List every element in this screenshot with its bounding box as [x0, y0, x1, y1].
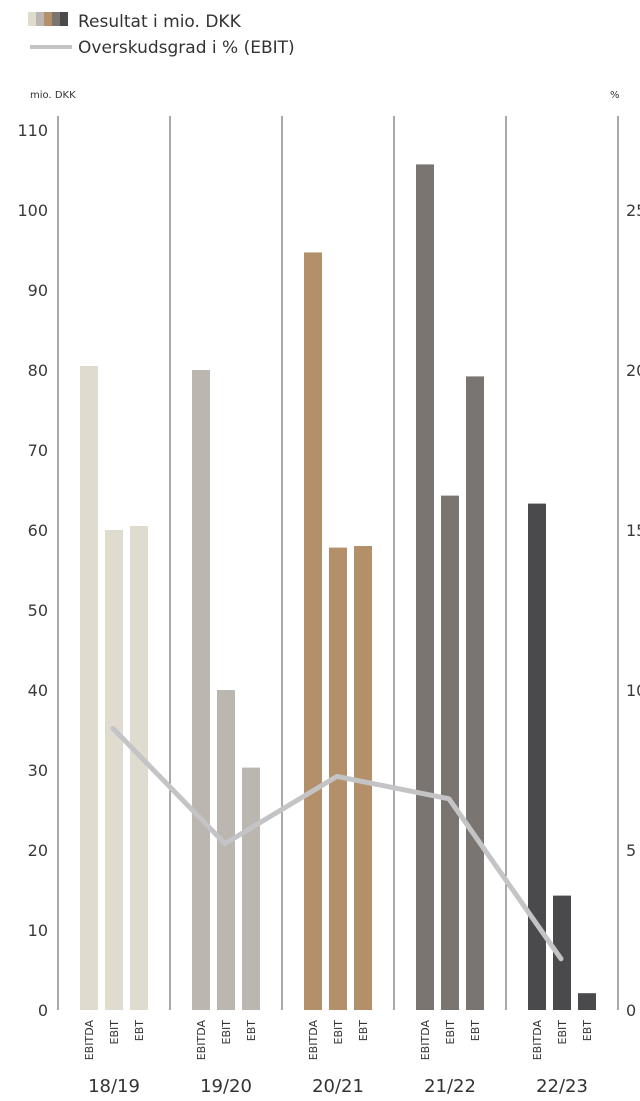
legend-swatch [36, 12, 44, 26]
right-tick-label: 10 [626, 681, 640, 700]
left-tick-label: 10 [28, 921, 48, 940]
bar-21-22-ebit [441, 495, 459, 1011]
bars [80, 164, 596, 1011]
bar-label: EBT [133, 1020, 146, 1041]
left-axis-unit: mio. DKK [30, 90, 76, 101]
legend-bars-label: Resultat i mio. DKK [78, 12, 242, 32]
right-tick-label: 5 [626, 841, 636, 860]
bar-22-23-ebitda [528, 503, 546, 1010]
year-label: 22/23 [536, 1076, 588, 1097]
bar-label: EBITDA [307, 1020, 320, 1061]
right-axis-ticks: 0 5 10 15 20 25 [626, 201, 640, 1020]
bar-21-22-ebitda [416, 164, 434, 1010]
year-label: 20/21 [312, 1076, 364, 1097]
bar-21-22-ebt [466, 376, 484, 1010]
left-axis-ticks: 0 10 20 30 40 50 60 70 80 90 100 110 [17, 121, 48, 1020]
right-axis-unit: % [610, 90, 620, 101]
left-tick-label: 30 [28, 761, 48, 780]
year-label: 21/22 [424, 1076, 476, 1097]
bar-label: EBIT [332, 1020, 345, 1045]
bar-19-20-ebit [217, 690, 235, 1010]
left-tick-label: 20 [28, 841, 48, 860]
bar-19-20-ebt [242, 767, 260, 1010]
bar-labels: EBITDA EBIT EBT EBITDA EBIT EBT EBITDA EBIT EBT E… [83, 1020, 594, 1061]
right-tick-label: 25 [626, 201, 640, 220]
bar-label: EBT [581, 1020, 594, 1041]
bar-label: EBITDA [83, 1020, 96, 1061]
legend-swatches [28, 12, 68, 26]
group-separators [57, 116, 619, 1010]
right-tick-label: 20 [626, 361, 640, 380]
bar-label: EBITDA [195, 1020, 208, 1061]
bar-20-21-ebt [354, 546, 372, 1010]
legend-swatch [28, 12, 36, 26]
bar-label: EBIT [556, 1020, 569, 1045]
bar-label: EBIT [220, 1020, 233, 1045]
margin-line [110, 725, 564, 962]
left-tick-label: 40 [28, 681, 48, 700]
left-tick-label: 0 [38, 1001, 48, 1020]
bar-19-20-ebitda [192, 370, 210, 1010]
left-tick-label: 50 [28, 601, 48, 620]
bar-18-19-ebitda [80, 366, 98, 1010]
left-tick-label: 90 [28, 281, 48, 300]
bar-label: EBITDA [419, 1020, 432, 1061]
left-tick-label: 60 [28, 521, 48, 540]
legend-line-label: Overskudsgrad i % (EBIT) [78, 38, 295, 58]
bar-label: EBT [357, 1020, 370, 1041]
legend-swatch [60, 12, 68, 26]
left-tick-label: 110 [17, 121, 48, 140]
year-label: 18/19 [88, 1076, 140, 1097]
bar-18-19-ebit [105, 530, 123, 1010]
left-tick-label: 70 [28, 441, 48, 460]
legend: Resultat i mio. DKK Overskudsgrad i % (E… [28, 12, 295, 58]
bar-20-21-ebitda [304, 252, 322, 1010]
right-tick-label: 15 [626, 521, 640, 540]
left-tick-label: 100 [17, 201, 48, 220]
right-tick-label: 0 [626, 1001, 636, 1020]
bar-label: EBITDA [531, 1020, 544, 1061]
bar-label: EBT [469, 1020, 482, 1041]
bar-label: EBT [245, 1020, 258, 1041]
legend-swatch [52, 12, 60, 26]
bar-18-19-ebt [130, 526, 148, 1010]
left-tick-label: 80 [28, 361, 48, 380]
year-labels: 18/19 19/20 20/21 21/22 22/23 [88, 1076, 588, 1097]
year-label: 19/20 [200, 1076, 252, 1097]
bar-22-23-ebt [578, 993, 596, 1010]
bar-label: EBIT [444, 1020, 457, 1045]
bar-22-23-ebit [553, 895, 571, 1010]
legend-swatch [44, 12, 52, 26]
bar-label: EBIT [108, 1020, 121, 1045]
